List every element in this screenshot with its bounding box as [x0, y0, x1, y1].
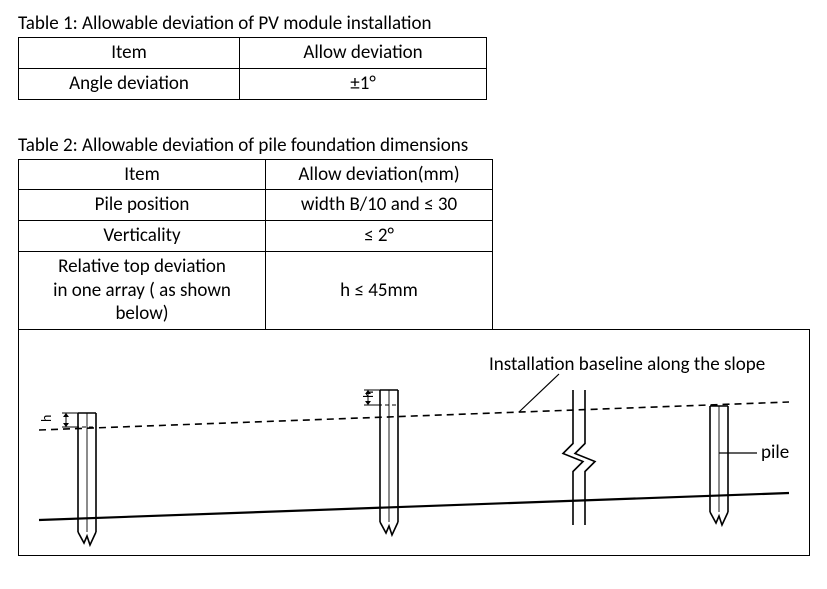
- table2-caption: Table 2: Allowable deviation of pile fou…: [18, 134, 809, 157]
- table-row: Item Allow deviation: [19, 38, 487, 69]
- table2-header-item: Item: [19, 159, 266, 190]
- page: Table 1: Allowable deviation of PV modul…: [0, 0, 827, 574]
- table2-cell-dev: width B/10 and ≤ 30: [266, 190, 493, 221]
- table1-cell-dev: ±1°: [240, 68, 487, 99]
- table2-cell-item: Relative top deviation in one array ( as…: [19, 251, 266, 329]
- table2-header-dev: Allow deviation(mm): [266, 159, 493, 190]
- table2-cell-item: Verticality: [19, 221, 266, 252]
- table1-header-item: Item: [19, 38, 240, 69]
- table-row: Angle deviation ±1°: [19, 68, 487, 99]
- svg-text:h: h: [360, 391, 377, 398]
- table1: Item Allow deviation Angle deviation ±1°: [18, 37, 487, 100]
- table1-cell-item: Angle deviation: [19, 68, 240, 99]
- table1-caption: Table 1: Allowable deviation of PV modul…: [18, 12, 809, 35]
- table-row: Relative top deviation in one array ( as…: [19, 251, 493, 329]
- pile-diagram: Installation baseline along the slope pil…: [18, 329, 810, 556]
- table2-cell-dev: h ≤ 45mm: [266, 251, 493, 329]
- table2: Item Allow deviation(mm) Pile position w…: [18, 159, 493, 331]
- svg-text:pile: pile: [761, 441, 789, 464]
- table-row: Pile position width B/10 and ≤ 30: [19, 190, 493, 221]
- table2-cell-item: Pile position: [19, 190, 266, 221]
- svg-text:Installation baseline along th: Installation baseline along the slope: [489, 353, 765, 376]
- table-row: Item Allow deviation(mm): [19, 159, 493, 190]
- table2-cell-dev: ≤ 2°: [266, 221, 493, 252]
- table1-header-dev: Allow deviation: [240, 38, 487, 69]
- table-row: Verticality ≤ 2°: [19, 221, 493, 252]
- svg-text:h: h: [38, 415, 55, 422]
